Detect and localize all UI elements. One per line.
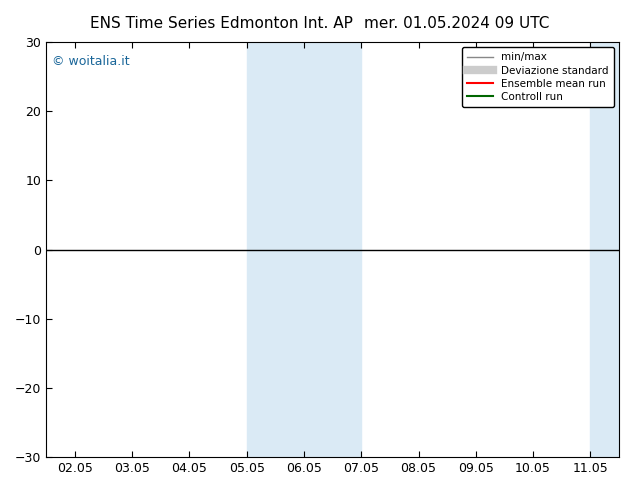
Text: © woitalia.it: © woitalia.it — [52, 54, 129, 68]
Bar — [590, 42, 634, 457]
Bar — [247, 42, 361, 457]
Legend: min/max, Deviazione standard, Ensemble mean run, Controll run: min/max, Deviazione standard, Ensemble m… — [462, 47, 614, 107]
Text: mer. 01.05.2024 09 UTC: mer. 01.05.2024 09 UTC — [364, 16, 549, 31]
Text: ENS Time Series Edmonton Int. AP: ENS Time Series Edmonton Int. AP — [91, 16, 353, 31]
